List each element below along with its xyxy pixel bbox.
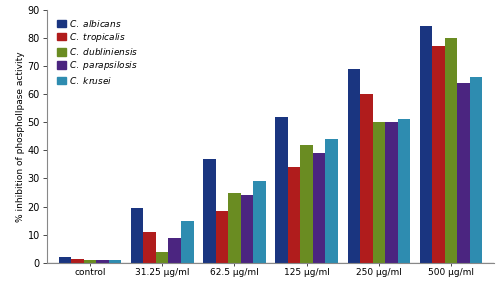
Bar xyxy=(385,122,398,263)
Bar xyxy=(445,38,458,263)
Bar xyxy=(71,259,84,263)
Bar xyxy=(372,122,385,263)
Y-axis label: % inhibition of phosphollpase activity: % inhibition of phosphollpase activity xyxy=(16,51,24,222)
Legend: $\it{C.\ albicans}$, $\it{C.\ tropicalis}$, $\it{C.\ dubliniensis}$, $\it{C.\ pa: $\it{C.\ albicans}$, $\it{C.\ tropicalis… xyxy=(56,17,139,86)
Bar xyxy=(131,208,143,263)
Bar xyxy=(360,94,372,263)
Bar xyxy=(288,167,300,263)
Bar xyxy=(420,26,432,263)
Bar xyxy=(470,77,482,263)
Bar xyxy=(398,119,410,263)
Bar xyxy=(84,260,96,263)
Bar xyxy=(58,257,71,263)
Bar xyxy=(109,260,122,263)
Bar xyxy=(216,211,228,263)
Bar xyxy=(181,221,194,263)
Bar xyxy=(458,83,470,263)
Bar xyxy=(432,46,445,263)
Bar xyxy=(276,117,288,263)
Bar xyxy=(96,260,109,263)
Bar xyxy=(348,69,360,263)
Bar xyxy=(313,153,326,263)
Bar xyxy=(156,252,168,263)
Bar xyxy=(144,232,156,263)
Bar xyxy=(228,192,240,263)
Bar xyxy=(300,145,313,263)
Bar xyxy=(240,195,253,263)
Bar xyxy=(253,181,266,263)
Bar xyxy=(326,139,338,263)
Bar xyxy=(168,237,181,263)
Bar xyxy=(203,159,215,263)
